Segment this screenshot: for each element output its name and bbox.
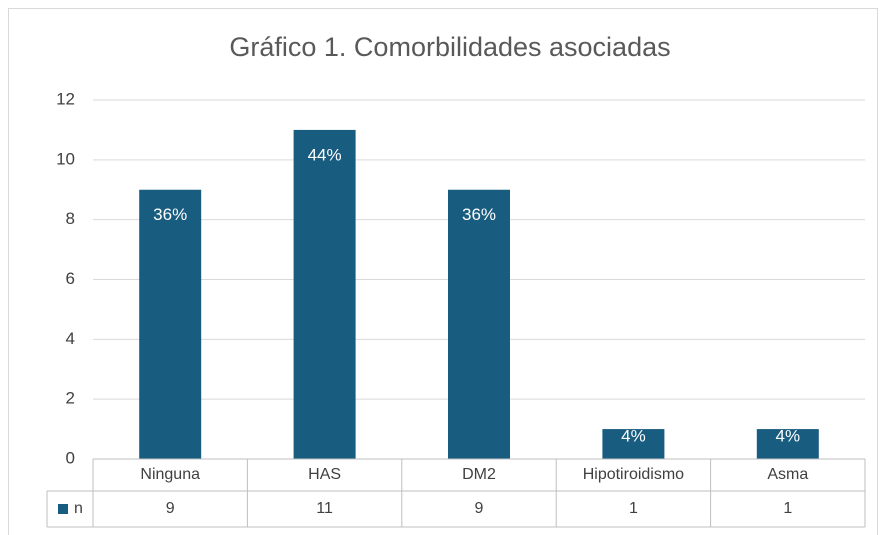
- y-tick-label: 12: [56, 89, 75, 108]
- bar: [293, 129, 356, 459]
- y-tick-label: 2: [66, 389, 75, 408]
- y-tick-label: 0: [66, 448, 75, 467]
- data-label: 36%: [153, 205, 187, 224]
- data-label: 44%: [308, 145, 342, 164]
- y-tick-label: 8: [66, 209, 75, 228]
- bar: [139, 189, 202, 459]
- chart-frame: [8, 8, 878, 535]
- y-tick-label: 10: [56, 149, 75, 168]
- legend-swatch: [58, 504, 68, 514]
- data-label: 4%: [776, 427, 801, 446]
- x-tick-label: DM2: [462, 466, 496, 483]
- data-label: 4%: [621, 427, 646, 446]
- data-label: 36%: [462, 205, 496, 224]
- legend-label: n: [74, 500, 83, 517]
- table-value: 9: [475, 500, 484, 517]
- x-tick-label: Ninguna: [140, 466, 200, 483]
- bar: [602, 429, 665, 459]
- table-value: 1: [783, 500, 792, 517]
- y-tick-label: 6: [66, 269, 75, 288]
- bar: [756, 429, 819, 459]
- x-tick-label: Asma: [767, 466, 808, 483]
- table-value: 11: [316, 500, 333, 517]
- table-value: 9: [166, 500, 175, 517]
- x-tick-label: Hipotiroidismo: [583, 466, 684, 483]
- x-tick-label: HAS: [308, 466, 341, 483]
- chart-title: Gráfico 1. Comorbilidades asociadas: [229, 32, 670, 62]
- y-tick-label: 4: [66, 329, 75, 348]
- bar: [448, 189, 510, 459]
- table-value: 1: [629, 500, 638, 517]
